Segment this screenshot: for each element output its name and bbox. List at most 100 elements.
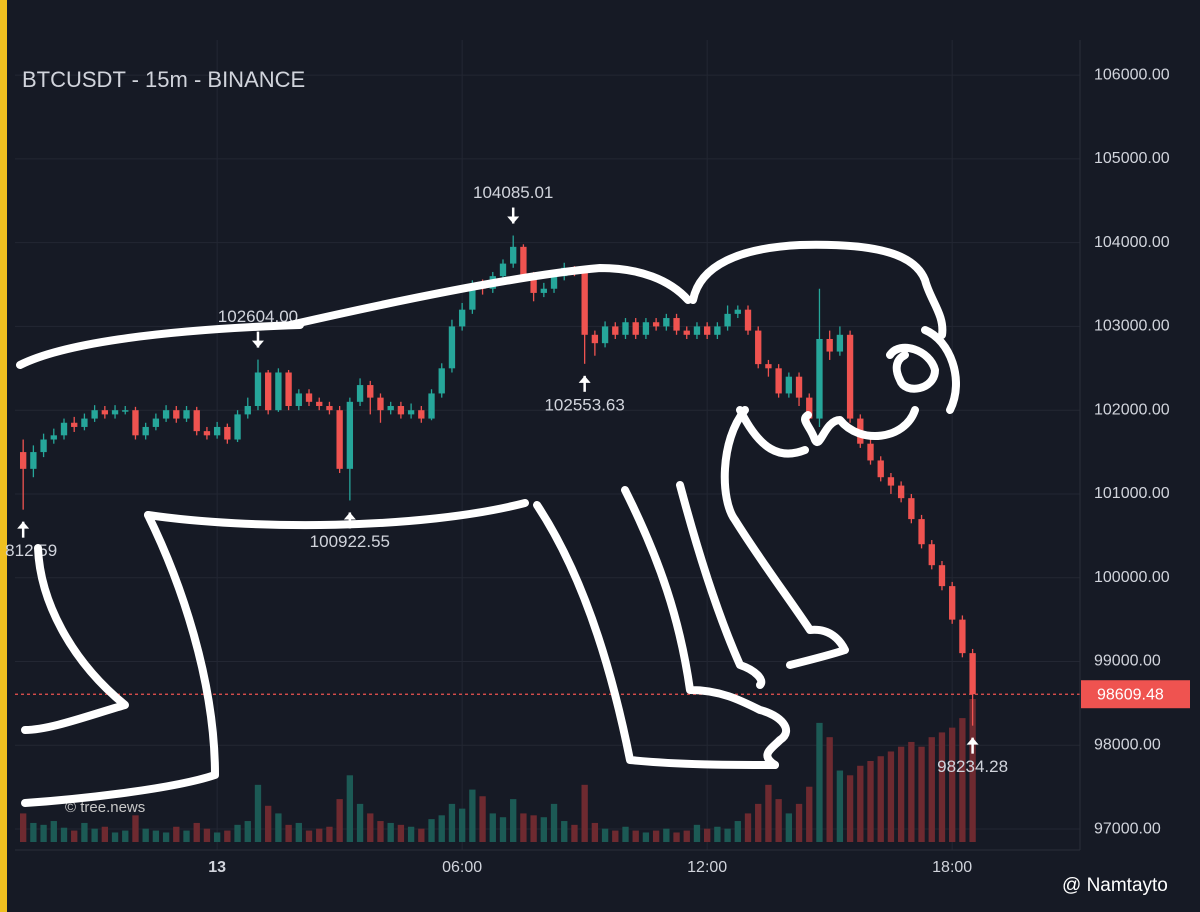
volume-bar [346,775,354,842]
volume-bar [407,826,415,842]
volume-bar [683,830,690,842]
candle-body [897,485,905,499]
y-tick-label: 103000.00 [1094,318,1170,335]
volume-bar [826,737,833,842]
x-tick-label: 13 [208,859,226,876]
candle-body [142,426,149,436]
y-tick-label: 102000.00 [1094,401,1170,418]
candle-body [693,326,701,335]
candle-body [938,565,946,587]
volume-bar [326,826,333,842]
candle-body [152,418,160,427]
volume-bar [224,830,231,842]
annotation-label: 102553.63 [544,395,624,414]
candle-body [224,426,231,440]
candle-body [652,322,660,327]
volume-bar [479,796,486,842]
candle-body [877,460,884,478]
y-tick-label: 99000.00 [1094,653,1161,670]
y-tick-label: 105000.00 [1094,150,1170,167]
volume-bar [693,824,701,842]
volume-bar [918,746,925,842]
volume-bar [316,828,323,842]
doodle-leg [21,544,129,734]
volume-bar [908,741,915,842]
volume-bar [275,813,282,842]
volume-bar [20,813,27,842]
volume-bar [428,819,435,842]
volume-bar [448,803,456,842]
candle-body [826,338,833,352]
volume-bar [101,826,109,842]
volume-bar [704,828,711,842]
candle-body [438,368,445,394]
volume-bar [520,813,527,842]
volume-bar [540,817,547,842]
annotation-arrowhead [343,512,356,520]
doodle-leg [533,501,779,769]
volume-bar [489,813,496,842]
candle-body [867,443,874,461]
chart-title: BTCUSDT - 15m - BINANCE [22,67,305,92]
candle-body [775,368,782,394]
candle-body [836,334,844,352]
volume-bar [81,822,88,842]
volume-bar [612,830,619,842]
candle-body [326,406,333,411]
candle-body [305,393,313,402]
candle-body [734,309,741,314]
volume-bar [632,830,639,842]
volume-bar [949,727,956,842]
volume-bar [305,830,313,842]
candle-body [40,439,47,453]
candle-body [91,410,98,419]
candle-body [755,330,762,365]
doodle [16,240,960,807]
annotation-arrowhead [251,340,264,348]
volume-bar [40,824,47,842]
candle-body [928,544,935,566]
volume-bar [469,789,476,842]
price-badge [1081,680,1190,709]
candle-body [71,422,78,427]
candle-body [724,313,731,327]
volume-bar [387,822,394,842]
candle-body [295,393,302,407]
volume-bar [816,722,823,842]
volume-bar [377,821,384,842]
volume-bar [734,821,741,842]
frame-edge [0,0,7,912]
candle-body [642,322,650,335]
candle-body [785,376,793,394]
grid [15,40,1080,850]
candle-body [795,376,803,398]
volume-bar [887,751,895,842]
candle-body [275,372,282,411]
volume-bar [60,827,68,842]
y-tick-label: 100000.00 [1094,569,1170,586]
candle-body [428,393,435,419]
volume-bar [499,817,507,842]
volume-bar [775,799,782,842]
candle-body [673,318,680,331]
doodle-arm [720,406,849,669]
volume-bar [244,821,251,842]
volume-bar [642,832,650,842]
doodle-jaw [736,406,919,458]
candle-body [367,385,374,398]
candle-body [234,414,241,440]
volume-bar [438,815,445,842]
annotations: 812.59 102604.00 100922.55 104085.01 102553.… [5,183,1080,776]
x-tick-label: 18:00 [932,859,972,876]
candle-body [969,653,976,695]
y-tick-label: 101000.00 [1094,485,1170,502]
volume-bar [30,822,37,842]
volume-bar [122,830,129,842]
x-tick-label: 12:00 [687,859,727,876]
candle-body [213,426,221,436]
candle-body [663,318,670,327]
candle-body [581,271,588,335]
candle-body [101,410,109,415]
candle-body [81,418,88,427]
